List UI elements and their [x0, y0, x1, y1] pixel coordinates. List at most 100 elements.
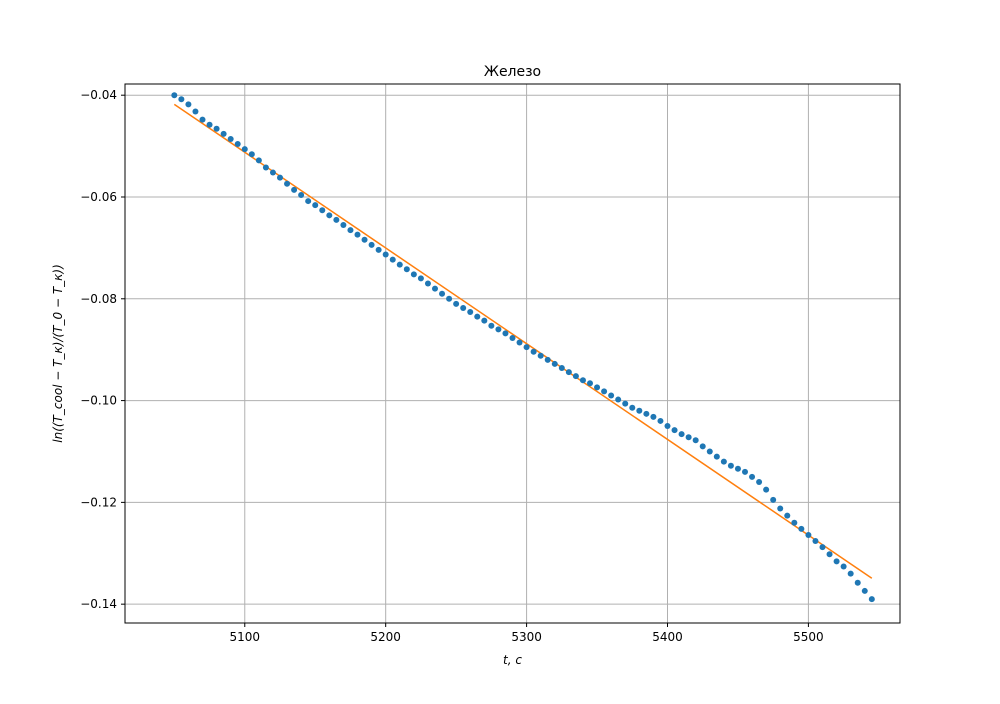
data-point [213, 125, 220, 132]
data-point [227, 135, 234, 142]
data-point [594, 384, 601, 391]
data-point [643, 410, 650, 417]
points-layer [171, 92, 875, 603]
data-point [847, 570, 854, 577]
x-tick-label: 5100 [229, 630, 260, 644]
data-point [347, 227, 354, 234]
data-point [192, 108, 199, 115]
chart-title: Железо [484, 64, 541, 80]
y-tick-label: −0.06 [80, 190, 117, 204]
data-point [692, 437, 699, 444]
data-point [784, 512, 791, 519]
data-point [171, 92, 178, 99]
data-point [868, 596, 875, 603]
data-point [565, 369, 572, 376]
data-point [791, 519, 798, 526]
data-point [763, 486, 770, 493]
data-point [840, 563, 847, 570]
data-point [720, 458, 727, 465]
data-point [220, 130, 227, 137]
data-point [530, 348, 537, 355]
fit-line [173, 103, 873, 579]
data-point [298, 191, 305, 198]
data-point [805, 531, 812, 538]
plot-frame [124, 83, 901, 624]
data-point [291, 186, 298, 193]
data-point [629, 404, 636, 411]
data-point [319, 207, 326, 214]
data-point [439, 290, 446, 297]
data-point [305, 198, 312, 205]
data-point [340, 221, 347, 228]
data-point [770, 496, 777, 503]
data-point [572, 373, 579, 380]
data-point [699, 443, 706, 450]
data-point [389, 256, 396, 263]
y-tick-label: −0.08 [80, 292, 117, 306]
data-point [277, 174, 283, 181]
fit-layer [173, 103, 873, 579]
data-point [446, 295, 453, 302]
data-point [713, 453, 720, 460]
data-point [587, 380, 593, 387]
x-tick-label: 5400 [652, 630, 683, 644]
data-point [333, 216, 340, 223]
data-point [262, 164, 269, 171]
data-point [410, 271, 417, 278]
data-point [615, 396, 622, 403]
data-point [460, 304, 467, 311]
data-point [502, 330, 509, 337]
data-point [756, 479, 763, 486]
x-tick-label: 5200 [370, 630, 401, 644]
ticks-layer: 5100 5200 5300 5400 5500 −0.14 −0.12 −0.10 −0.08… [80, 88, 823, 644]
data-point [636, 407, 643, 414]
data-point [558, 365, 565, 372]
data-point [777, 505, 784, 512]
data-point [608, 392, 615, 399]
data-point [326, 212, 333, 219]
data-point [255, 157, 262, 164]
data-point [467, 309, 474, 316]
data-point [474, 313, 481, 320]
data-point [354, 231, 361, 238]
y-tick-label: −0.12 [80, 495, 117, 509]
data-point [579, 377, 586, 384]
data-point [685, 434, 692, 441]
y-tick-label: −0.10 [80, 394, 117, 408]
data-point [678, 431, 685, 438]
data-point [833, 558, 840, 565]
data-point [241, 146, 248, 153]
data-point [178, 96, 185, 103]
data-point [516, 339, 523, 346]
data-point [622, 400, 629, 407]
data-point [417, 275, 424, 282]
data-point [488, 322, 495, 329]
data-point [727, 462, 734, 469]
data-point [403, 266, 410, 273]
data-point [537, 352, 544, 359]
data-point [432, 285, 438, 292]
data-point [671, 427, 678, 434]
x-tick-label: 5300 [511, 630, 542, 644]
data-point [199, 116, 206, 123]
data-point [509, 334, 516, 341]
data-point [812, 538, 819, 545]
data-point [481, 317, 488, 324]
y-axis-label: ln((T_cool − T_к)/(T_0 − T_к)) [51, 264, 65, 443]
data-point [650, 413, 657, 420]
data-point [453, 300, 460, 307]
data-point [382, 251, 389, 258]
data-point [424, 280, 431, 287]
data-point [284, 180, 291, 187]
x-tick-label: 5500 [793, 630, 824, 644]
x-axis-label: t, c [503, 653, 522, 667]
data-point [706, 448, 713, 455]
y-tick-label: −0.04 [80, 88, 117, 102]
data-point [368, 241, 375, 248]
data-point [361, 236, 368, 243]
data-point [248, 151, 255, 158]
data-point [234, 141, 241, 148]
